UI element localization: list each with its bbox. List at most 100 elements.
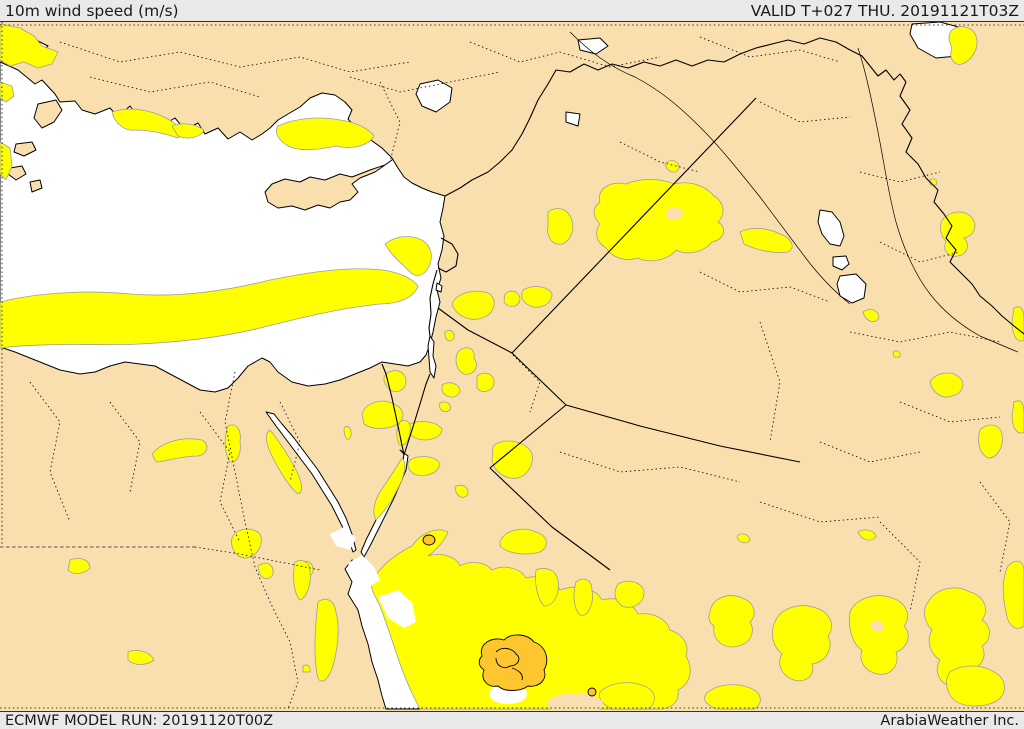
strong-wind-contour-squiggle-2: [511, 667, 523, 681]
weather-map: [0, 22, 1024, 711]
wind-egypt-diag: [151, 438, 208, 463]
wind-jordan-2: [476, 372, 495, 392]
wind-saudi-ring: [771, 605, 832, 682]
wind-syria-iraq-blob: [593, 179, 725, 262]
wind-suez-lower: [293, 560, 311, 601]
admin-iraq-5: [759, 321, 781, 443]
wind-sinai-top: [361, 400, 404, 429]
wind-egypt-crescent-1: [67, 558, 91, 574]
country-borders-layer: [381, 37, 1024, 571]
wind-nile-blob-2: [257, 562, 274, 580]
admin-turkey-1: [59, 41, 411, 73]
admin-turkey-2: [89, 76, 261, 98]
wind-saudi-oval: [614, 580, 645, 608]
wind-iraq-oval: [862, 309, 880, 323]
model-run-label: ECMWF MODEL RUN: 20191120T00Z: [5, 712, 274, 729]
wind-aegean-corner: [0, 23, 59, 69]
wind-iraq-west-blob: [739, 228, 793, 253]
wind-high-layer: [422, 534, 597, 697]
page-title: 10m wind speed (m/s): [5, 1, 179, 20]
wind-jordan-dot-2: [439, 401, 451, 412]
header-bar: 10m wind speed (m/s) VALID T+027 THU. 20…: [0, 0, 1024, 22]
wind-right-sliver-2: [1011, 306, 1024, 342]
wind-saudi-arc-2: [573, 578, 593, 617]
wind-iran-tiny: [929, 178, 937, 186]
wind-bottom-1: [599, 682, 655, 710]
wind-syria-2: [503, 290, 521, 307]
admin-saudi-3: [899, 401, 1001, 423]
red-sea-window-2: [348, 555, 380, 588]
wind-saudi-mega: [371, 529, 691, 710]
wind-irregular-hole: [870, 620, 884, 632]
admin-iraq-1: [859, 171, 941, 183]
border-egypt-israel: [381, 363, 405, 456]
rhodes-island: [33, 99, 63, 129]
wind-lake-van-blob: [948, 26, 978, 65]
valid-time-label: VALID T+027 THU. 20191121T03Z: [750, 1, 1019, 20]
border-turkey-syria: [444, 37, 907, 197]
wind-egypt-crescent-2: [127, 650, 155, 665]
wind-jordan-3: [441, 382, 461, 398]
strong-wind-dot-south: [587, 687, 597, 697]
wind-jordan-1: [455, 347, 477, 375]
wind-saudi-c-blob: [708, 595, 755, 648]
border-iraq-iran: [899, 81, 1024, 335]
wind-right-edge-blob: [1002, 560, 1024, 629]
wind-sw-turkey-2: [171, 123, 205, 139]
wind-syria-3: [521, 286, 553, 308]
border-syria-iraq-jordan-zigzag: [489, 97, 757, 571]
wind-suez-streak: [266, 429, 302, 495]
wind-tiny-oval-2: [736, 533, 751, 544]
map-container: [0, 22, 1024, 711]
rivers-layer: [569, 31, 1019, 353]
admin-turkey-5: [699, 36, 841, 63]
wind-bottom-2: [704, 684, 761, 710]
admin-saudi-5: [879, 521, 921, 613]
strong-wind-medina: [478, 634, 548, 691]
salt-lake-small: [577, 37, 609, 55]
admin-turkey-3: [349, 71, 501, 93]
wind-aqaba-streak: [373, 457, 406, 521]
wind-bottom-3: [946, 665, 1005, 707]
wind-syria-1: [451, 290, 495, 320]
aegean-islet-1: [13, 141, 37, 157]
cyprus-island: [264, 159, 393, 211]
admin-turkey-4: [469, 41, 661, 68]
border-lebanon: [437, 237, 459, 273]
wind-sw-turkey-1: [111, 108, 181, 139]
wind-north-of-cyprus: [276, 117, 375, 151]
wind-east-med-band: [0, 268, 419, 349]
wind-left-edge-sliver: [0, 81, 15, 103]
aegean-islet-3: [29, 179, 43, 193]
gulf-of-suez: [265, 411, 357, 553]
footer-bar: ECMWF MODEL RUN: 20191120T00Z ArabiaWeat…: [0, 711, 1024, 729]
wind-low-layer: [0, 23, 1024, 710]
turkish-lakes: [415, 79, 453, 113]
border-iraq-saudi-east: [565, 404, 801, 463]
wind-blob-dot-above: [664, 160, 680, 173]
wind-tiny-oval-1: [857, 529, 877, 541]
wind-south-jordan-2: [407, 456, 441, 476]
lake-habbaniyah: [832, 255, 850, 271]
wind-mid-right-bean: [929, 372, 964, 398]
wind-right-sliver-1: [1011, 400, 1024, 434]
dead-sea: [427, 335, 437, 379]
wind-red-sea-west-strip: [314, 598, 339, 682]
admin-syria-1: [759, 101, 851, 123]
admin-jordan: [509, 351, 541, 413]
wind-egypt-vert: [224, 424, 241, 463]
wind-saudi-irregular: [849, 595, 909, 675]
wind-iraq-tiny: [892, 350, 901, 358]
euphrates-river: [569, 31, 851, 305]
strong-wind-contour-squiggle-1: [495, 647, 520, 669]
wind-nw-saudi-blob: [491, 440, 533, 479]
lake-razzaza: [836, 273, 867, 304]
lake-tuz: [565, 111, 581, 127]
red-sea-window-3: [330, 527, 356, 550]
strong-wind-small-neom: [422, 534, 436, 546]
wind-sinai-sliver: [343, 426, 352, 440]
wind-saudi-round: [499, 528, 547, 555]
wind-syria-streak: [547, 208, 574, 245]
admin-borders-layer: [0, 22, 1024, 710]
company-label: ArabiaWeather Inc.: [880, 712, 1019, 729]
